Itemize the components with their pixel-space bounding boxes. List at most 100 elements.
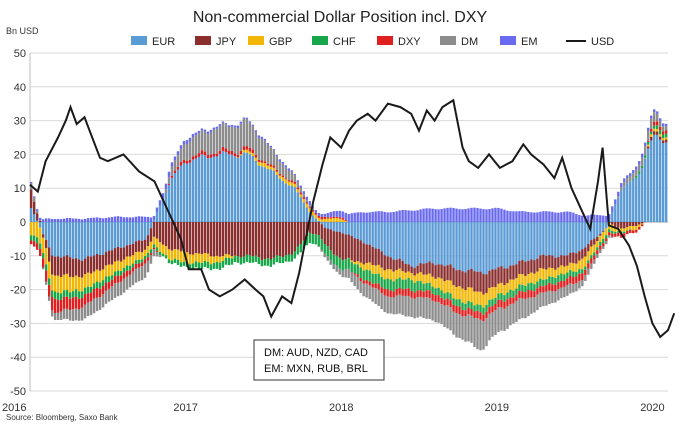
bar-segment-dm — [659, 120, 662, 127]
bar-segment-em — [470, 207, 473, 222]
bar-segment-dxy — [374, 283, 377, 289]
bar-segment-em — [515, 211, 518, 222]
bar-segment-eur — [428, 222, 431, 262]
bar-segment-dm — [362, 283, 365, 297]
bar-segment-dm — [500, 307, 503, 331]
bar-segment-chf — [227, 257, 231, 266]
bar-segment-dm — [437, 302, 440, 323]
bar-segment-dxy — [179, 162, 183, 166]
bar-segment-gbp — [467, 287, 470, 301]
bar-segment-dm — [140, 266, 144, 281]
bar-segment-dxy — [362, 280, 365, 284]
bar-segment-eur — [287, 185, 290, 222]
bar-segment-eur — [602, 222, 605, 232]
bar-segment-dxy — [509, 297, 512, 305]
bar-segment-chf — [182, 261, 186, 266]
bar-segment-eur — [575, 222, 578, 254]
bar-segment-em — [533, 212, 536, 222]
bar-segment-eur — [65, 222, 69, 256]
bar-segment-dm — [227, 126, 231, 151]
bar-segment-jpy — [74, 258, 78, 276]
bar-segment-eur — [521, 222, 524, 261]
bar-segment-eur — [275, 174, 279, 222]
bar-segment-gbp — [185, 251, 189, 263]
bar-segment-dm — [146, 260, 150, 273]
bar-segment-chf — [179, 262, 183, 267]
bar-segment-chf — [176, 260, 180, 265]
bar-segment-dm — [575, 283, 578, 292]
bar-segment-em — [398, 210, 401, 222]
bar-segment-gbp — [581, 258, 584, 270]
bar-segment-dxy — [557, 282, 560, 289]
bar-segment-dm — [53, 312, 57, 321]
bar-segment-jpy — [572, 252, 575, 264]
bar-segment-jpy — [296, 222, 299, 247]
bar-segment-gbp — [308, 208, 311, 213]
bar-segment-em — [551, 211, 554, 222]
bar-segment-em — [98, 217, 102, 222]
bar-segment-chf — [368, 270, 371, 282]
bar-segment-eur — [593, 222, 596, 239]
bar-segment-dm — [494, 310, 497, 335]
bar-segment-gbp — [248, 151, 252, 155]
bar-segment-dxy — [335, 216, 338, 218]
bar-segment-dm — [209, 132, 213, 155]
bar-segment-dm — [395, 295, 398, 315]
bar-segment-em — [644, 142, 647, 147]
bar-segment-gbp — [80, 277, 84, 292]
bar-segment-dm — [626, 178, 629, 184]
bar-segment-dxy — [611, 233, 614, 237]
bar-segment-jpy — [224, 222, 228, 254]
bar-segment-em — [299, 185, 302, 188]
bar-segment-jpy — [383, 255, 386, 271]
bar-segment-eur — [35, 220, 39, 222]
bar-segment-chf — [77, 291, 81, 299]
bar-segment-dm — [551, 291, 554, 304]
bar-segment-dxy — [224, 148, 228, 153]
bar-segment-em — [413, 210, 416, 222]
bar-segment-chf — [491, 299, 494, 307]
bar-segment-dxy — [458, 306, 461, 315]
bar-segment-eur — [539, 222, 542, 256]
bar-segment-gbp — [551, 268, 554, 277]
bar-segment-chf — [476, 304, 479, 311]
bar-segment-em — [443, 208, 446, 222]
bar-segment-jpy — [632, 222, 635, 227]
bar-segment-chf — [506, 292, 509, 300]
bar-segment-gbp — [122, 259, 126, 268]
bar-segment-jpy — [86, 256, 90, 273]
bar-segment-dxy — [461, 310, 464, 317]
bar-segment-dm — [152, 249, 156, 257]
bar-segment-dxy — [254, 154, 258, 158]
bar-segment-chf — [623, 231, 626, 234]
bar-segment-eur — [563, 222, 566, 256]
bar-segment-em — [53, 219, 57, 222]
y-axis-unit-label: Bn USD — [6, 26, 39, 36]
bar-segment-jpy — [488, 270, 491, 288]
bar-segment-dxy — [359, 278, 362, 282]
bar-segment-dxy — [269, 164, 273, 167]
bar-segment-dxy — [125, 270, 129, 277]
bar-segment-em — [167, 171, 171, 178]
bar-segment-em — [362, 212, 365, 222]
bar-segment-dxy — [293, 181, 296, 184]
bar-segment-dm — [236, 127, 240, 155]
bar-segment-dxy — [299, 192, 302, 195]
bar-segment-dxy — [215, 153, 219, 157]
bar-segment-chf — [332, 254, 335, 264]
bar-segment-em — [101, 218, 105, 222]
bar-segment-jpy — [326, 228, 329, 247]
bar-segment-dm — [533, 297, 536, 313]
bar-segment-eur — [497, 222, 500, 268]
bar-segment-eur — [653, 134, 656, 222]
bar-segment-gbp — [293, 183, 296, 188]
bar-segment-jpy — [239, 222, 243, 258]
bar-segment-dm — [33, 197, 36, 202]
bar-segment-em — [542, 211, 545, 222]
bar-segment-em — [116, 216, 120, 222]
bar-segment-jpy — [551, 255, 554, 269]
bar-segment-eur — [389, 222, 392, 258]
bar-segment-jpy — [77, 259, 81, 278]
bar-segment-dxy — [569, 275, 572, 284]
bar-segment-jpy — [557, 257, 560, 268]
